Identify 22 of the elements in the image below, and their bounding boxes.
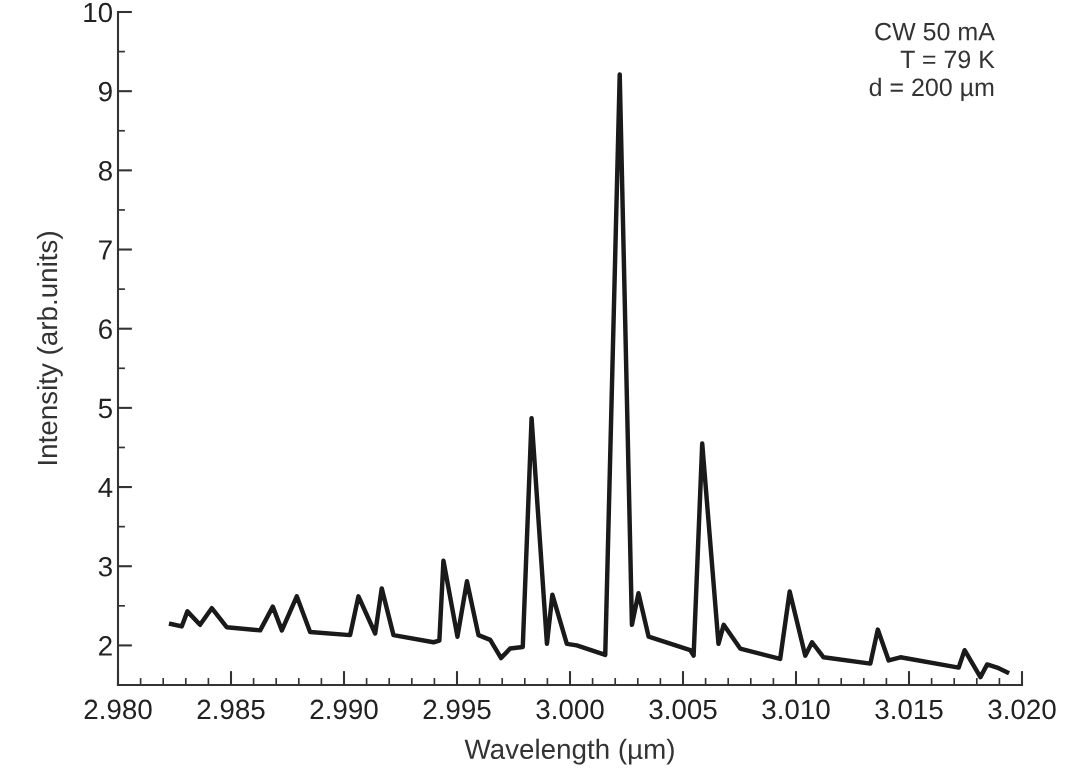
x-axis-title: Wavelength (µm) (464, 738, 674, 765)
x-tick-label: 2.995 (423, 699, 491, 720)
y-tick-label: 4 (98, 478, 113, 498)
annotation: CW 50 mA T = 79 K d = 200 µm (869, 22, 995, 102)
y-tick-label: 2 (99, 636, 112, 656)
x-tick-label: 3.005 (649, 699, 717, 720)
y-tick-label: 10 (84, 2, 113, 23)
y-tick-label: 5 (98, 398, 112, 419)
x-tick-label: 3.010 (762, 699, 830, 720)
y-tick-label: 7 (99, 240, 112, 260)
y-tick-label: 3 (98, 556, 112, 577)
x-tick-label: 2.980 (84, 699, 152, 720)
y-tick-label: 8 (98, 161, 112, 181)
line-series (168, 72, 1010, 680)
y-tick-label: 9 (98, 81, 112, 102)
y-axis-title: Intensity (arb.units) (36, 232, 63, 465)
y-tick-label: 6 (99, 319, 112, 340)
x-tick-label: 2.990 (310, 699, 378, 720)
x-tick-label: 3.000 (536, 699, 604, 720)
x-tick-label: 3.020 (988, 699, 1056, 720)
x-tick-label: 2.985 (197, 699, 265, 720)
x-tick-label: 3.015 (875, 699, 943, 720)
